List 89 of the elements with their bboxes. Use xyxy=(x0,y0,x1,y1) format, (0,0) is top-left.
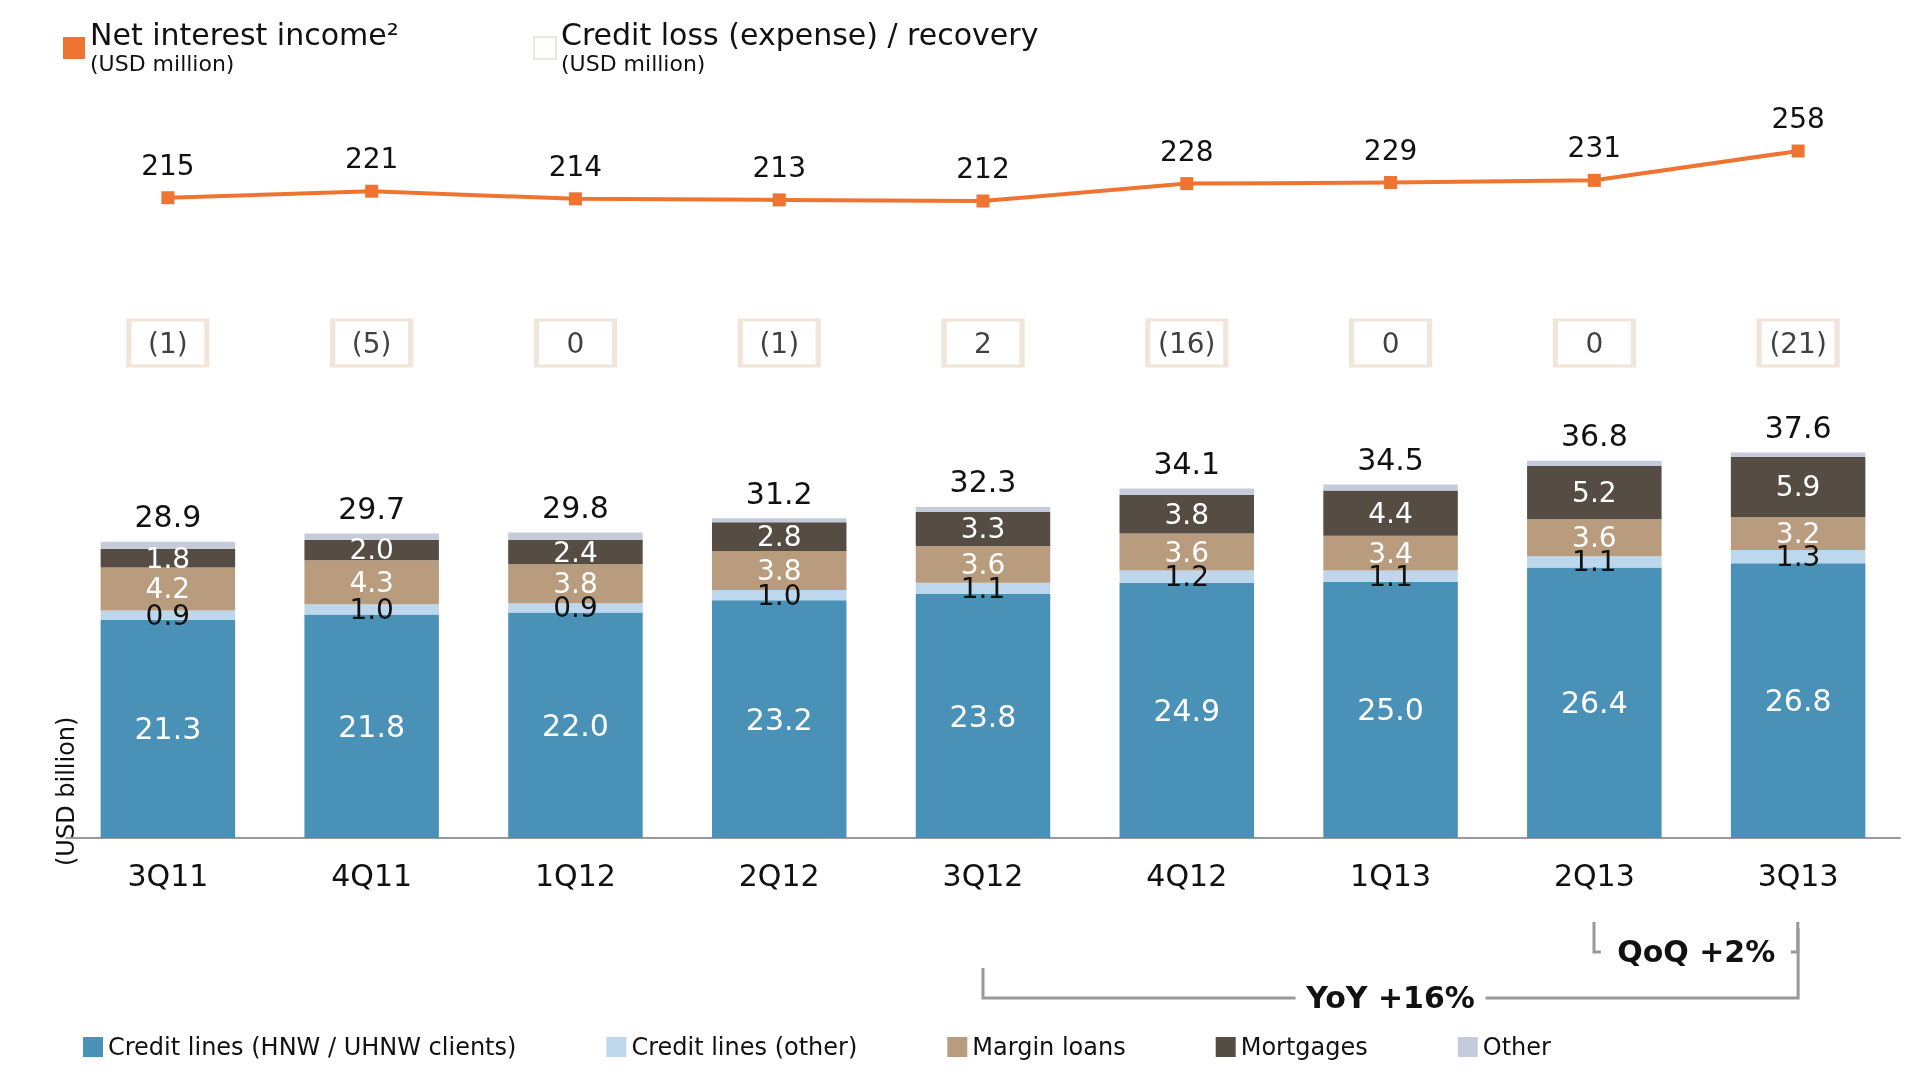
bar xyxy=(1323,490,1458,536)
x-tick-label: 1Q12 xyxy=(535,857,616,893)
data-label: (21) xyxy=(1769,326,1827,360)
data-label: 229 xyxy=(1363,133,1418,167)
total-label: 29.8 xyxy=(542,490,609,526)
point xyxy=(1180,177,1194,191)
point xyxy=(1791,144,1805,158)
total-label: 36.8 xyxy=(1560,418,1628,454)
data-label: 0 xyxy=(1585,326,1604,360)
bar xyxy=(508,532,643,540)
x-tick-label: 3Q13 xyxy=(1757,857,1839,893)
data-label: 228 xyxy=(1160,134,1214,168)
x-tick-label: 4Q12 xyxy=(1146,857,1228,893)
data-label: 214 xyxy=(548,149,603,183)
bar xyxy=(100,541,236,549)
data-label: 221 xyxy=(344,142,399,176)
data-label: 212 xyxy=(956,152,1010,185)
legend-label: Margin loans xyxy=(972,1033,1126,1061)
bar xyxy=(915,506,1051,513)
total-label: 31.2 xyxy=(745,475,813,511)
data-label: 26.4 xyxy=(1560,685,1628,721)
total-label: 37.6 xyxy=(1764,410,1832,446)
point xyxy=(1384,176,1398,190)
data-label: 1.8 xyxy=(145,541,191,575)
bar xyxy=(915,512,1051,546)
bar xyxy=(1119,494,1255,534)
data-label: 0 xyxy=(566,326,585,360)
data-label: 23.8 xyxy=(949,698,1017,734)
bar xyxy=(1119,488,1255,495)
data-label: 26.8 xyxy=(1764,683,1832,719)
y-axis-title: (USD billion) xyxy=(52,716,80,866)
x-tick-label: 3Q11 xyxy=(127,857,209,893)
x-tick-label: 2Q12 xyxy=(738,857,820,893)
point xyxy=(1587,173,1601,187)
x-tick-label: 4Q11 xyxy=(331,857,413,893)
data-label: 3.8 xyxy=(1164,497,1210,531)
text: QoQ +2% xyxy=(1616,933,1777,971)
bar xyxy=(711,518,847,523)
data-label: 0 xyxy=(1381,326,1400,360)
bar xyxy=(711,522,847,551)
data-label: 23.2 xyxy=(745,701,813,737)
data-label: 2.0 xyxy=(349,533,394,567)
total-label: 34.1 xyxy=(1153,445,1221,481)
data-label: 2.4 xyxy=(553,535,598,569)
data-label: 215 xyxy=(141,148,195,182)
bar xyxy=(304,533,439,540)
text: YoY +16% xyxy=(1305,979,1476,1017)
data-label: 25.0 xyxy=(1357,692,1424,728)
data-label: 4.4 xyxy=(1368,496,1413,530)
data-label: 231 xyxy=(1567,131,1622,165)
legend-label: Credit loss (expense) / recovery (USD million) xyxy=(561,16,1039,76)
bar xyxy=(1730,456,1866,518)
point xyxy=(568,192,582,206)
bar xyxy=(1323,484,1458,491)
data-label: 2 xyxy=(974,326,992,360)
legend-label: Mortgages xyxy=(1240,1033,1368,1061)
bar xyxy=(1527,465,1662,520)
data-label: 21.3 xyxy=(134,711,202,747)
total-label: 28.9 xyxy=(134,499,202,535)
data-label: 5.9 xyxy=(1775,470,1821,504)
point xyxy=(772,193,786,207)
legend-label: Credit lines (HNW / UHNW clients) xyxy=(108,1033,517,1061)
point xyxy=(161,191,175,205)
x-tick-label: 2Q13 xyxy=(1553,857,1635,893)
data-label: 22.0 xyxy=(542,707,609,743)
legend-label: Other xyxy=(1482,1033,1552,1061)
data-label: (5) xyxy=(351,326,392,360)
legend-label: Net interest income² (USD million) xyxy=(90,16,399,76)
data-label: 3.3 xyxy=(960,512,1006,546)
data-label: 258 xyxy=(1771,102,1825,135)
total-label: 29.7 xyxy=(338,491,406,527)
bar xyxy=(1730,452,1866,457)
total-label: 34.5 xyxy=(1357,441,1424,477)
legend-label: Credit lines (other) xyxy=(631,1033,858,1061)
data-label: 213 xyxy=(752,150,806,184)
total-label: 32.3 xyxy=(949,464,1017,500)
data-label: (1) xyxy=(148,326,188,360)
data-label: (16) xyxy=(1158,326,1216,360)
data-label: 21.8 xyxy=(338,708,406,744)
data-label: 5.2 xyxy=(1572,476,1617,510)
point xyxy=(365,184,379,198)
point xyxy=(976,194,990,208)
data-label: 2.8 xyxy=(756,520,802,554)
data-label: (1) xyxy=(759,326,800,360)
data-label: 0.9 xyxy=(145,598,191,632)
x-tick-label: 3Q12 xyxy=(942,857,1024,893)
x-tick-label: 1Q13 xyxy=(1350,857,1431,893)
data-label: 24.9 xyxy=(1153,692,1221,728)
bar xyxy=(1527,460,1662,466)
